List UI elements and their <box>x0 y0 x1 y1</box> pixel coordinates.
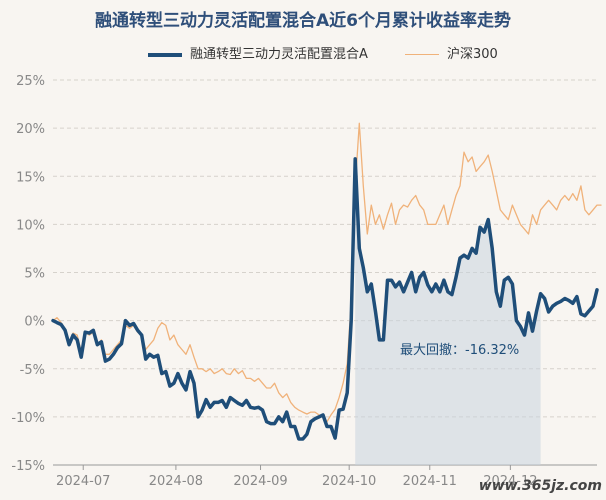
y-tick-label: -5% <box>20 363 45 378</box>
y-tick-label: 25% <box>16 74 45 89</box>
y-tick-label: 5% <box>24 267 45 282</box>
legend-label-index: 沪深300 <box>447 47 498 62</box>
x-tick-label: 2024-08 <box>149 474 203 489</box>
x-tick-label: 2024-09 <box>233 474 287 489</box>
y-tick-label: 15% <box>16 170 45 185</box>
x-tick-label: 2024-11 <box>403 474 457 489</box>
x-tick-label: 2024-10 <box>322 474 376 489</box>
legend-item-fund: 融通转型三动力灵活配置混合A <box>148 43 368 62</box>
legend-item-index: 沪深300 <box>405 43 498 62</box>
x-tick-label: 2024-12 <box>483 474 537 489</box>
site-watermark: www.365jz.com <box>478 478 602 494</box>
legend-label-fund: 融通转型三动力灵活配置混合A <box>190 47 368 62</box>
legend: 融通转型三动力灵活配置混合A 沪深300 <box>0 43 606 63</box>
y-tick-label: 0% <box>24 315 45 330</box>
legend-line-index-icon <box>405 54 439 55</box>
chart-title: 融通转型三动力灵活配置混合A近6个月累计收益率走势 <box>95 11 511 31</box>
y-tick-label: -15% <box>11 459 45 474</box>
max-drawdown-area <box>355 158 541 465</box>
fund-series-line <box>51 157 599 441</box>
y-tick-label: 10% <box>16 218 45 233</box>
legend-line-fund-icon <box>148 52 182 57</box>
x-tick-label: 2024-07 <box>56 474 110 489</box>
y-tick-label: -10% <box>11 411 45 426</box>
y-tick-label: 20% <box>16 122 45 137</box>
max-drawdown-label: 最大回撤：-16.32% <box>400 342 519 358</box>
